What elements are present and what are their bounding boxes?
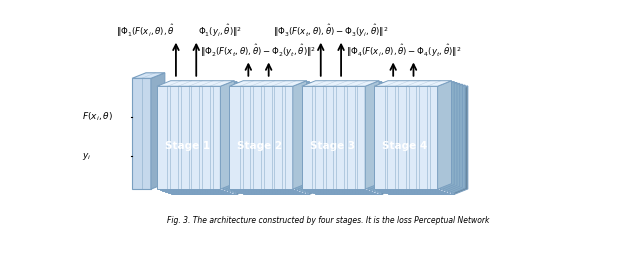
Polygon shape [390, 86, 468, 91]
Text: $\|\Phi_4(F(x_i,\theta),\hat{\theta})-\Phi_4(y_t,\hat{\theta})\|^2$: $\|\Phi_4(F(x_i,\theta),\hat{\theta})-\P… [346, 42, 461, 59]
Polygon shape [451, 85, 465, 194]
Polygon shape [223, 82, 237, 190]
Polygon shape [220, 81, 234, 189]
Polygon shape [235, 82, 312, 88]
Polygon shape [368, 82, 382, 190]
Polygon shape [380, 82, 457, 88]
Polygon shape [309, 86, 323, 195]
Text: $y_i$: $y_i$ [83, 151, 92, 162]
Polygon shape [438, 81, 451, 189]
Polygon shape [231, 84, 245, 193]
Polygon shape [132, 78, 151, 189]
Polygon shape [390, 91, 454, 195]
Polygon shape [240, 84, 317, 90]
Polygon shape [226, 82, 240, 191]
Polygon shape [307, 82, 385, 88]
Polygon shape [440, 82, 454, 190]
Polygon shape [382, 83, 460, 89]
Polygon shape [296, 82, 309, 190]
Polygon shape [318, 86, 396, 91]
Polygon shape [157, 86, 220, 189]
Polygon shape [382, 89, 446, 192]
Polygon shape [381, 86, 396, 195]
Polygon shape [374, 86, 438, 189]
Polygon shape [304, 84, 317, 193]
Polygon shape [132, 73, 165, 78]
Polygon shape [443, 82, 457, 191]
Polygon shape [173, 91, 237, 195]
Polygon shape [232, 82, 309, 87]
Polygon shape [157, 81, 234, 86]
Polygon shape [454, 86, 468, 195]
Polygon shape [371, 82, 385, 191]
Polygon shape [243, 85, 320, 91]
Polygon shape [379, 85, 393, 194]
Polygon shape [310, 89, 373, 192]
Polygon shape [292, 81, 307, 189]
Polygon shape [237, 86, 251, 195]
Text: $\Phi_1(y_i,\hat{\theta})\|^2$: $\Phi_1(y_i,\hat{\theta})\|^2$ [198, 22, 242, 39]
Text: Fig. 3. The architecture constructed by four stages. It is the loss Perceptual N: Fig. 3. The architecture constructed by … [167, 216, 489, 225]
Polygon shape [237, 83, 315, 89]
Polygon shape [376, 84, 390, 193]
Polygon shape [234, 85, 248, 194]
Polygon shape [246, 86, 323, 91]
Polygon shape [305, 82, 382, 87]
Text: $\|\Phi_1(F(x_i,\theta),\hat{\theta}$: $\|\Phi_1(F(x_i,\theta),\hat{\theta}$ [116, 22, 175, 39]
Polygon shape [165, 89, 228, 192]
Polygon shape [228, 83, 243, 192]
Text: $\|\Phi_2(F(x_t,\theta),\hat{\theta})-\Phi_2(y_t,\hat{\theta})\|^2$: $\|\Phi_2(F(x_t,\theta),\hat{\theta})-\P… [200, 42, 317, 59]
Polygon shape [243, 91, 307, 194]
Polygon shape [240, 90, 304, 193]
Polygon shape [380, 88, 443, 191]
Polygon shape [170, 85, 248, 91]
Text: $F(x_i,\theta)$: $F(x_i,\theta)$ [83, 111, 113, 123]
Text: $\|\Phi_3(F(x_t,\theta),\hat{\theta})-\Phi_3(y_i,\hat{\theta})\|^2$: $\|\Phi_3(F(x_t,\theta),\hat{\theta})-\P… [273, 22, 388, 39]
Polygon shape [163, 82, 240, 88]
Polygon shape [316, 91, 379, 194]
Polygon shape [301, 81, 379, 86]
Polygon shape [307, 85, 320, 194]
Polygon shape [232, 87, 296, 190]
Polygon shape [173, 86, 251, 91]
Polygon shape [377, 82, 454, 87]
Polygon shape [307, 88, 371, 191]
Polygon shape [168, 84, 245, 90]
Text: Stage 4: Stage 4 [382, 141, 428, 151]
Polygon shape [312, 90, 376, 193]
Polygon shape [235, 88, 298, 191]
Polygon shape [365, 81, 379, 189]
Polygon shape [388, 91, 451, 194]
Polygon shape [385, 90, 449, 193]
Polygon shape [229, 81, 307, 86]
Text: Stage 3: Stage 3 [310, 141, 355, 151]
Polygon shape [237, 89, 301, 192]
Polygon shape [373, 83, 387, 192]
Polygon shape [168, 90, 231, 193]
Polygon shape [159, 87, 223, 190]
Polygon shape [298, 82, 312, 191]
Polygon shape [310, 83, 387, 89]
Polygon shape [163, 88, 226, 191]
Polygon shape [312, 84, 390, 90]
Polygon shape [449, 84, 463, 193]
Polygon shape [374, 81, 451, 86]
Polygon shape [446, 83, 460, 192]
Polygon shape [377, 87, 440, 190]
Polygon shape [388, 85, 465, 91]
Polygon shape [170, 91, 234, 194]
Polygon shape [316, 85, 393, 91]
Polygon shape [318, 91, 381, 195]
Polygon shape [159, 82, 237, 87]
Polygon shape [229, 86, 292, 189]
Polygon shape [385, 84, 463, 90]
Polygon shape [301, 86, 365, 189]
Polygon shape [151, 73, 165, 189]
Polygon shape [165, 83, 243, 89]
Text: Stage 2: Stage 2 [237, 141, 282, 151]
Polygon shape [305, 87, 368, 190]
Polygon shape [246, 91, 309, 195]
Polygon shape [301, 83, 315, 192]
Text: Stage 1: Stage 1 [164, 141, 210, 151]
